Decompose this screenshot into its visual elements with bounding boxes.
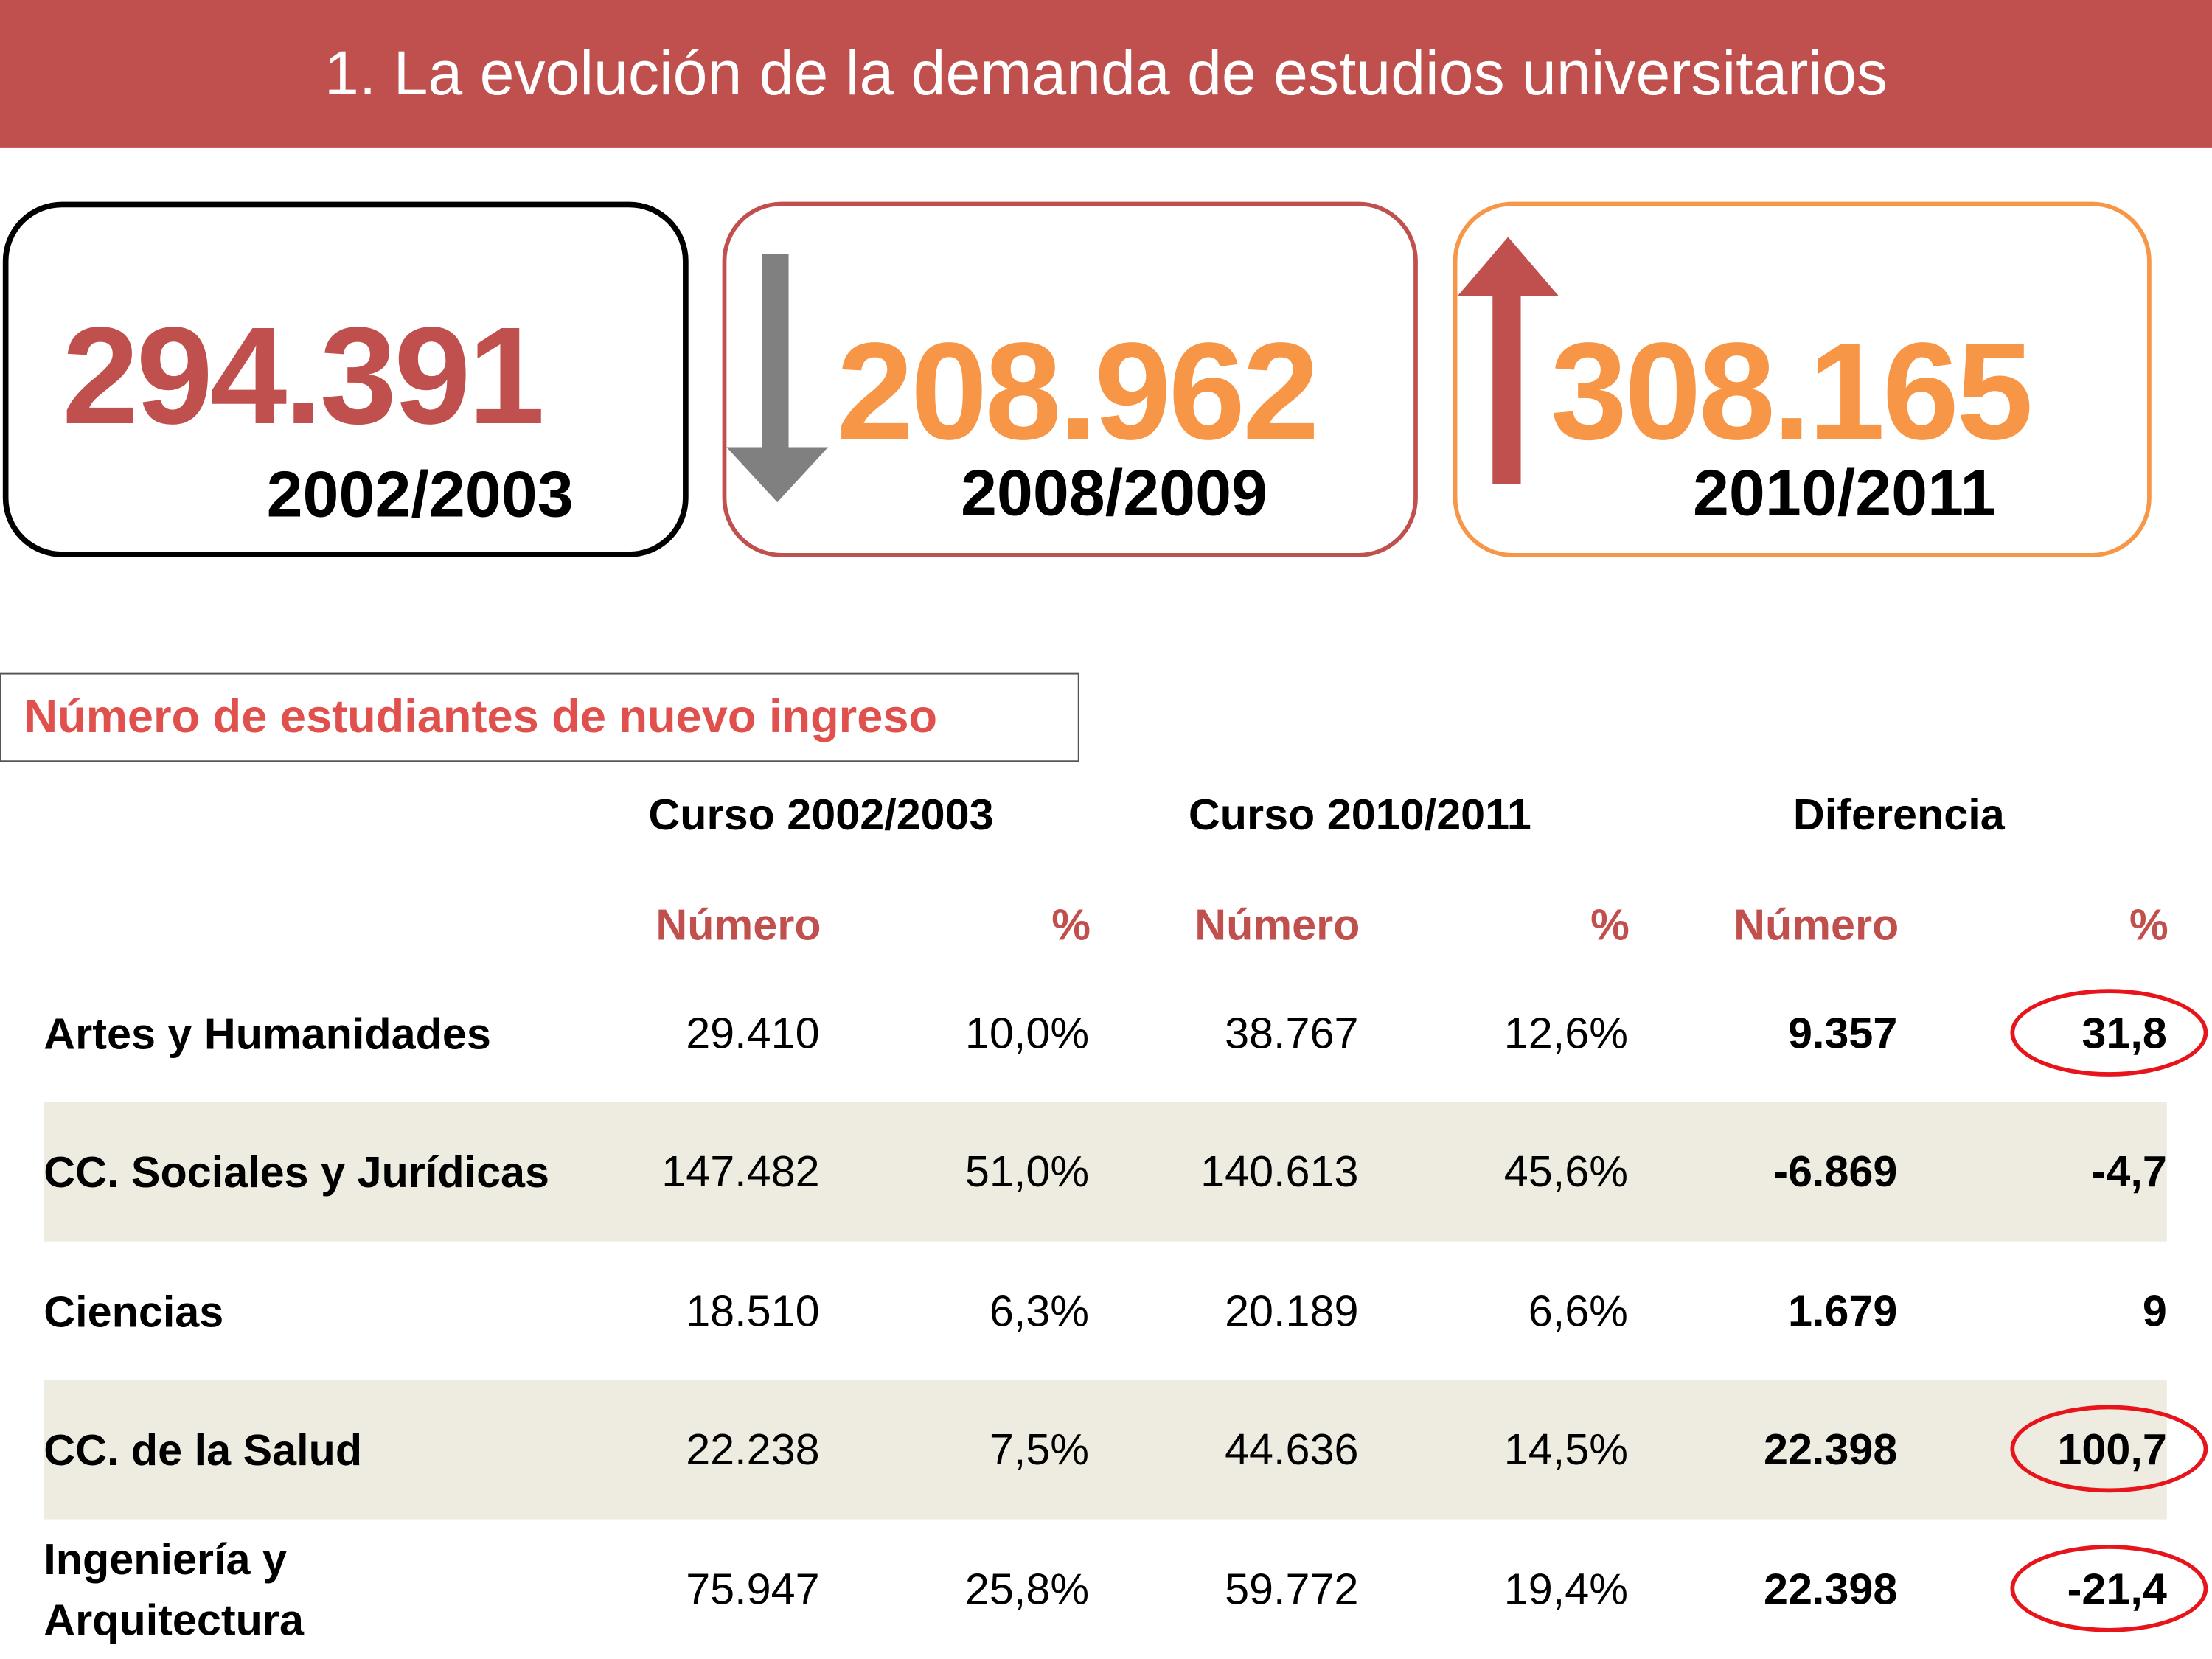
percent-2002-cell: 51,0% <box>964 1146 1090 1196</box>
numero-2002-cell: 22.238 <box>686 1424 820 1474</box>
numero-2002-cell: 75.947 <box>686 1563 820 1613</box>
numero-2010-cell: 38.767 <box>1225 1008 1359 1058</box>
numero-2002-cell: 29.410 <box>686 1008 820 1058</box>
numero-2010-cell: 44.636 <box>1225 1424 1359 1474</box>
table-row: CC. de la Salud 22.238 7,5% 44.636 14,5% 22.3… <box>44 1380 2208 1520</box>
subheader-numero: Número <box>655 900 821 950</box>
subheader-percent: % <box>1051 900 1091 950</box>
row-label: Ingeniería y Arquitectura <box>44 1534 304 1644</box>
row-label: Artes y Humanidades <box>44 1009 491 1058</box>
header-curso-2002: Curso 2002/2003 <box>648 790 994 840</box>
diff-percent-cell: -4,7 <box>2091 1146 2167 1196</box>
row-label: Ciencias <box>44 1286 224 1336</box>
page-title: 1. La evolución de la demanda de estudio… <box>324 38 1888 108</box>
table-row: Ciencias 18.510 6,3% 20.189 6,6% 1.679 9 <box>44 1242 2167 1381</box>
numero-2010-cell: 59.772 <box>1225 1563 1359 1613</box>
diff-percent-cell: 9 <box>2142 1285 2167 1335</box>
numero-2002-cell: 147.482 <box>661 1146 820 1196</box>
diff-numero-cell: 22.398 <box>1763 1563 1898 1613</box>
subheader-numero: Número <box>1194 900 1360 950</box>
percent-2010-cell: 45,6% <box>1503 1146 1628 1196</box>
summary-card-2010: 308.165 2010/2011 <box>1453 201 2152 557</box>
subheader-percent: % <box>2129 900 2168 950</box>
diff-numero-cell: 22.398 <box>1763 1424 1898 1474</box>
highlight-ring <box>2010 1545 2208 1632</box>
table-caption: Número de estudiantes de nuevo ingreso <box>0 672 1079 762</box>
table-row: Ingeniería y Arquitectura 75.947 25,8% 59.7… <box>44 1520 2208 1659</box>
highlight-ring <box>2010 989 2208 1077</box>
diff-numero-cell: 9.357 <box>1787 1008 1898 1058</box>
percent-2010-cell: 12,6% <box>1503 1008 1628 1058</box>
subheader-numero: Número <box>1733 900 1899 950</box>
percent-2002-cell: 25,8% <box>964 1563 1090 1613</box>
card-value: 294.391 <box>62 297 545 453</box>
numero-2010-cell: 20.189 <box>1225 1285 1359 1335</box>
down-arrow-icon <box>726 254 829 503</box>
header-diferencia: Diferencia <box>1792 790 2005 840</box>
subheader-percent: % <box>1590 900 1630 950</box>
diff-numero-cell: 1.679 <box>1787 1285 1898 1335</box>
summary-card-2002: 294.391 2002/2003 <box>2 201 689 557</box>
diff-numero-cell: -6.869 <box>1773 1146 1898 1196</box>
highlight-ring <box>2010 1405 2208 1493</box>
card-value: 208.962 <box>836 313 1320 469</box>
header-curso-2010: Curso 2010/2011 <box>1188 790 1531 840</box>
title-bar: 1. La evolución de la demanda de estudio… <box>0 0 2212 148</box>
percent-2002-cell: 10,0% <box>964 1008 1090 1058</box>
percent-2010-cell: 6,6% <box>1528 1285 1628 1335</box>
card-year: 2008/2009 <box>960 455 1268 529</box>
numero-2010-cell: 140.613 <box>1200 1146 1359 1196</box>
up-arrow-icon <box>1457 237 1559 484</box>
percent-2002-cell: 7,5% <box>989 1424 1090 1474</box>
numero-2002-cell: 18.510 <box>686 1285 820 1335</box>
row-label: CC. de la Salud <box>44 1425 363 1475</box>
row-label: CC. Sociales y Jurídicas <box>44 1147 550 1197</box>
card-value: 308.165 <box>1550 313 2034 469</box>
table-row: Artes y Humanidades 29.410 10,0% 38.767 12,6… <box>44 964 2208 1103</box>
percent-2010-cell: 19,4% <box>1503 1563 1628 1613</box>
percent-2002-cell: 6,3% <box>989 1285 1090 1335</box>
percent-2010-cell: 14,5% <box>1503 1424 1628 1474</box>
table-row: CC. Sociales y Jurídicas 147.482 51,0% 140.… <box>44 1102 2167 1242</box>
card-year: 2010/2011 <box>1692 455 1997 529</box>
summary-card-2008: 208.962 2008/2009 <box>722 201 1418 557</box>
card-year: 2002/2003 <box>266 456 574 531</box>
